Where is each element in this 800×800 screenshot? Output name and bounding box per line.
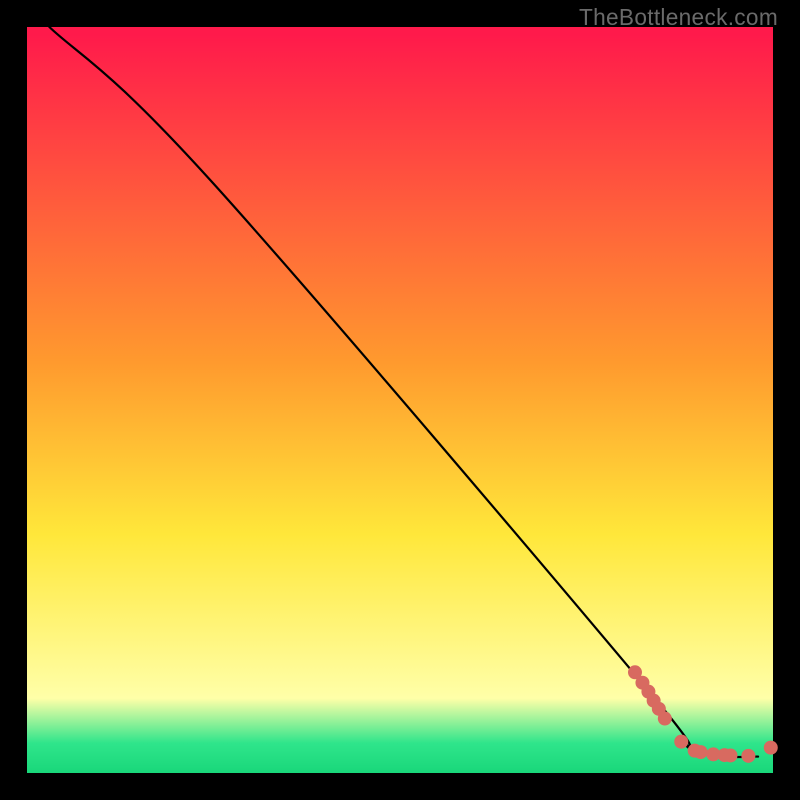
chart-frame: TheBottleneck.com — [0, 0, 800, 800]
data-marker — [741, 749, 755, 763]
data-marker — [723, 748, 737, 762]
data-marker — [674, 735, 688, 749]
data-marker — [764, 741, 778, 755]
chart-overlay-svg — [0, 0, 800, 800]
data-marker — [694, 745, 708, 759]
bottleneck-curve — [49, 27, 758, 757]
data-marker — [658, 712, 672, 726]
data-markers-group — [628, 665, 778, 763]
